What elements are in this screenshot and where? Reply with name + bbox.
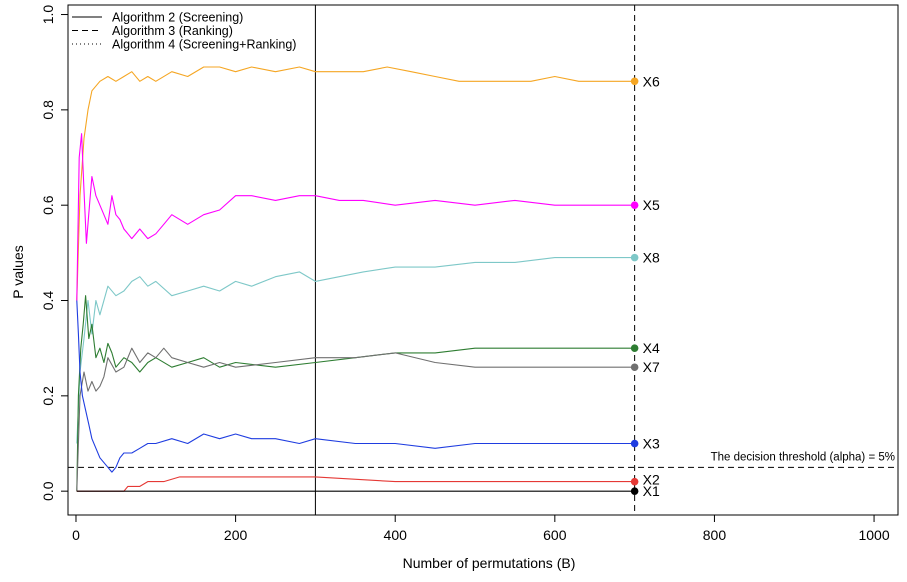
series-label-x4: X4 (643, 340, 660, 356)
y-axis-label: P values (10, 245, 26, 298)
y-tick-label-0.4: 0.4 (40, 291, 56, 311)
axes: 0 200 400 600 800 1000 0.0 0.2 0.4 0.6 0.8 1.0 (40, 4, 899, 543)
x-tick-label-800: 800 (703, 527, 727, 543)
series-label-x5: X5 (643, 197, 660, 213)
series-endpoint-x7 (630, 363, 639, 372)
series-label-x8: X8 (643, 250, 660, 266)
series-endpoint-x8 (630, 253, 639, 262)
y-tick-label-0.8: 0.8 (40, 100, 56, 120)
series-line-x6 (76, 66, 635, 301)
y-tick-label-0.2: 0.2 (40, 386, 56, 406)
series-label-x6: X6 (643, 73, 660, 89)
x-tick-label-400: 400 (384, 527, 408, 543)
threshold-label: The decision threshold (alpha) = 5% (711, 451, 895, 463)
x-tick-label-600: 600 (543, 527, 567, 543)
y-tick-label-0.6: 0.6 (40, 195, 56, 215)
x-tick-label-200: 200 (224, 527, 248, 543)
series-label-x7: X7 (643, 359, 660, 375)
legend-label-0: Algorithm 2 (Screening) (112, 11, 243, 25)
x-tick-label-0: 0 (72, 527, 80, 543)
series-endpoint-x1 (630, 487, 639, 495)
series-line-x7 (76, 347, 635, 492)
x-tick-label-1000: 1000 (858, 527, 889, 543)
x-axis-label: Number of permutations (B) (403, 555, 576, 571)
series-line-x8 (76, 257, 635, 444)
series-endpoint-x3 (630, 439, 639, 448)
series-endpoint-x5 (630, 201, 639, 209)
legend-label-1: Algorithm 3 (Ranking) (112, 24, 233, 38)
series-line-x2 (76, 476, 635, 492)
series-label-x2: X2 (643, 472, 660, 488)
series-endpoint-x2 (630, 477, 639, 486)
series-label-x3: X3 (643, 436, 660, 452)
series-line-x5 (76, 133, 635, 301)
plot-frame (67, 4, 899, 516)
series-line-x4 (76, 295, 635, 492)
series-label-x1: X1 (643, 483, 660, 499)
y-tick-label-0: 0.0 (40, 481, 56, 501)
legend: Algorithm 2 (Screening)Algorithm 3 (Rank… (72, 11, 296, 52)
legend-label-2: Algorithm 4 (Screening+Ranking) (112, 38, 296, 52)
series-line-x3 (76, 300, 635, 473)
reference-lines: The decision threshold (alpha) = 5% (68, 5, 898, 515)
series-endpoint-x4 (630, 344, 639, 352)
y-tick-label-1: 1.0 (40, 5, 56, 25)
series-endpoint-x6 (630, 77, 639, 86)
